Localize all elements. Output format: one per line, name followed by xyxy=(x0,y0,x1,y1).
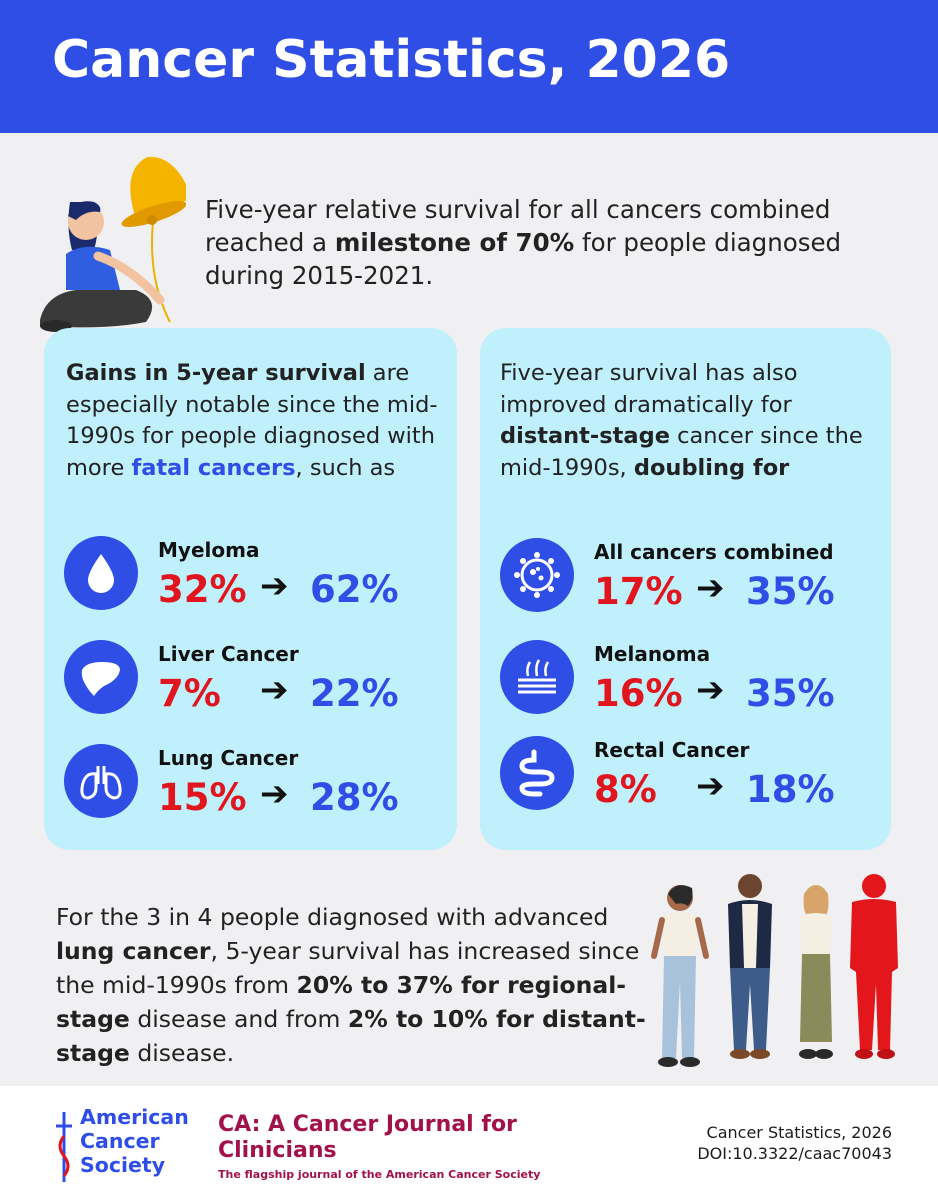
stat-from-value: 8% xyxy=(594,768,657,811)
summary-text: For the 3 in 4 people diagnosed with adv… xyxy=(56,903,609,931)
journal-title: CA: A Cancer Journal for Clinicians xyxy=(218,1112,517,1163)
doubling-highlight: doubling for xyxy=(633,454,790,481)
header-banner: Cancer Statistics, 2026 xyxy=(0,0,938,133)
page-title: Cancer Statistics, 2026 xyxy=(52,30,731,90)
arrow-icon: ➔ xyxy=(696,766,725,806)
stat-to-value: 18% xyxy=(746,768,835,811)
fatal-cancers-panel: Gains in 5-year survival are especially … xyxy=(44,328,457,850)
stat-to-value: 35% xyxy=(746,570,835,613)
summary-text: disease and from xyxy=(129,1005,348,1033)
intro-text: Five-year relative survival for all canc… xyxy=(205,193,905,292)
citation-doi: DOI:10.3322/caac70043 xyxy=(697,1144,892,1163)
footer: American Cancer Society CA: A Cancer Jou… xyxy=(0,1086,938,1200)
left-panel-text: are especially notable since the mid-199… xyxy=(66,360,438,481)
left-panel-lead: Gains in 5-year survival xyxy=(66,360,366,386)
stat-lung-cancer: Lung Cancer 15% ➔ 28% xyxy=(64,744,444,824)
acs-logo-line: Society xyxy=(80,1153,166,1177)
arrow-icon: ➔ xyxy=(260,774,289,814)
left-panel-description: Gains in 5-year survival are especially … xyxy=(66,358,446,484)
right-panel-text: cancer since the mid-1990s, xyxy=(500,423,863,481)
right-panel-description: Five-year survival has also improved dra… xyxy=(500,358,880,484)
stat-label: All cancers combined xyxy=(594,540,834,564)
intro-milestone-highlight: milestone of 70% xyxy=(334,228,575,257)
child-with-bell-illustration xyxy=(40,156,186,332)
stat-label: Lung Cancer xyxy=(158,746,299,770)
stat-label: Liver Cancer xyxy=(158,642,299,666)
stat-all-cancers: All cancers combined 17% ➔ 35% xyxy=(500,538,880,618)
stat-to-value: 22% xyxy=(310,672,399,715)
acs-logo-line: American xyxy=(80,1105,189,1129)
left-panel-text: , such as xyxy=(295,454,396,481)
intestine-icon xyxy=(500,736,574,810)
liver-icon xyxy=(64,640,138,714)
stat-from-value: 32% xyxy=(158,568,247,611)
lung-cancer-summary: For the 3 in 4 people diagnosed with adv… xyxy=(56,900,656,1070)
acs-logo-line: Cancer xyxy=(80,1129,160,1153)
citation-title: Cancer Statistics, 2026 xyxy=(706,1123,892,1142)
drop-icon xyxy=(64,536,138,610)
stat-liver-cancer: Liver Cancer 7% ➔ 22% xyxy=(64,640,444,720)
summary-text: disease. xyxy=(129,1039,235,1067)
acs-sword-mark-icon xyxy=(56,1112,72,1182)
summary-highlight: lung cancer xyxy=(56,937,211,965)
arrow-icon: ➔ xyxy=(696,568,725,608)
skin-icon xyxy=(500,640,574,714)
journal-subtitle: The flagship journal of the American Can… xyxy=(218,1168,541,1181)
arrow-icon: ➔ xyxy=(260,566,289,606)
stat-from-value: 7% xyxy=(158,672,221,715)
stat-label: Rectal Cancer xyxy=(594,738,750,762)
stat-to-value: 35% xyxy=(746,672,835,715)
stat-rectal-cancer: Rectal Cancer 8% ➔ 18% xyxy=(500,736,880,816)
stat-from-value: 16% xyxy=(594,672,683,715)
cell-icon xyxy=(500,538,574,612)
stat-myeloma: Myeloma 32% ➔ 62% xyxy=(64,536,444,616)
arrow-icon: ➔ xyxy=(260,670,289,710)
stat-from-value: 15% xyxy=(158,776,247,819)
citation: Cancer Statistics, 2026 DOI:10.3322/caac… xyxy=(697,1122,892,1164)
intro-text-part: for people diagnosed during 2015-2021. xyxy=(205,228,842,290)
arrow-icon: ➔ xyxy=(696,670,725,710)
summary-text: , 5-year survival has increased since th… xyxy=(56,937,640,999)
fatal-cancers-highlight: fatal cancers xyxy=(131,454,296,481)
stat-from-value: 17% xyxy=(594,570,683,613)
lungs-icon xyxy=(64,744,138,818)
stat-melanoma: Melanoma 16% ➔ 35% xyxy=(500,640,880,720)
american-cancer-society-logo: American Cancer Society xyxy=(54,1106,204,1186)
stat-to-value: 28% xyxy=(310,776,399,819)
intro-text-part: Five-year relative survival for all canc… xyxy=(205,195,831,257)
stat-to-value: 62% xyxy=(310,568,399,611)
stat-label: Melanoma xyxy=(594,642,711,666)
distant-stage-panel: Five-year survival has also improved dra… xyxy=(480,328,891,850)
summary-highlight: 20% to 37% for regional-stage xyxy=(56,971,627,1033)
stat-label: Myeloma xyxy=(158,538,260,562)
right-panel-text: Five-year survival has also improved dra… xyxy=(500,360,798,418)
distant-stage-highlight: distant-stage xyxy=(500,423,670,449)
summary-highlight: 2% to 10% for distant-stage xyxy=(56,1005,646,1067)
people-illustration xyxy=(651,874,898,1067)
